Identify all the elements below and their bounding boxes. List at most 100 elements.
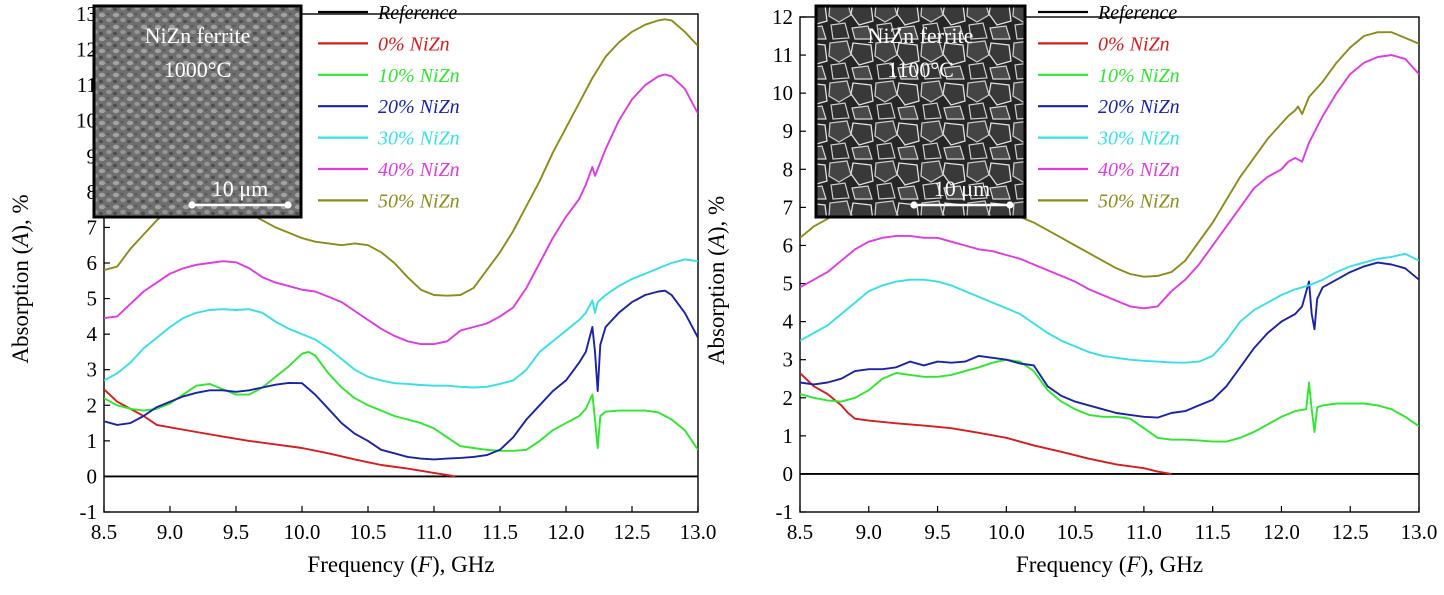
x-tick-label: 9.5 [223, 520, 249, 544]
y-tick-label: -1 [776, 500, 794, 524]
inset-title-line2: 1100°C [887, 57, 954, 82]
x-axis-title-part: Frequency ( [307, 552, 418, 577]
series-line-40-nizn [104, 73, 698, 346]
y-axis-title-part: Absorption ( [704, 248, 729, 365]
plot-frame [799, 16, 1420, 513]
y-tick-label: 0 [87, 464, 98, 488]
series-line-0-nizn [104, 388, 456, 478]
legend-entry-label: 30% NiZn [1097, 128, 1180, 150]
legend-entry-label: 50% NiZn [1098, 190, 1180, 212]
y-axis-title-part: ), % [704, 196, 729, 234]
x-tick-label: 10.0 [988, 520, 1025, 544]
legend-entry-label: 10% NiZn [1098, 65, 1180, 87]
sem-inset: NiZn ferrite 1000°C 10 μm [92, 4, 303, 219]
x-axis-title-part: F [417, 552, 433, 577]
scale-bar-label: 10 μm [212, 176, 268, 201]
series-line-10-nizn [800, 358, 1419, 443]
sem-image [814, 4, 1027, 219]
series-line-30-nizn [800, 252, 1419, 364]
legend-entry-label: 40% NiZn [1098, 159, 1180, 181]
x-tick-label: 9.0 [856, 520, 882, 544]
x-tick-label: 8.5 [91, 520, 117, 544]
scale-bar-label: 10 μm [934, 176, 990, 201]
y-axis-title-part: A [704, 233, 729, 250]
x-tick-label: 13.0 [1401, 520, 1438, 544]
x-tick-label: 8.5 [787, 520, 813, 544]
x-tick-label: 12.0 [548, 520, 585, 544]
y-tick-label: 1 [87, 429, 98, 453]
y-tick-label: 0 [783, 462, 794, 486]
legend-entry-label: 30% NiZn [377, 128, 460, 150]
legend: Reference 0% NiZn 10% NiZn 20% NiZn 30% NiZn… [1038, 2, 1180, 212]
y-tick-label: 5 [87, 287, 98, 311]
sem-inset: NiZn ferrite 1100°C 10 μm [814, 4, 1027, 219]
chart-panel-1: 8.5 9.0 9.5 10.0 10.5 11.0 11.5 12.0 12.5 13.0 -1 0… [8, 2, 716, 577]
x-tick-label: 11.5 [482, 520, 518, 544]
legend-entry-label: 0% NiZn [378, 33, 450, 55]
y-axis-title: Absorption (A), % [704, 196, 729, 365]
y-tick-label: 11 [77, 73, 97, 97]
scale-bar-end [1006, 201, 1014, 209]
inset-title-line2: 1000°C [164, 57, 231, 82]
y-tick-label: 6 [87, 251, 98, 275]
y-tick-label: 4 [87, 322, 98, 346]
scale-bar-end [188, 201, 196, 209]
x-tick-label: 10.5 [350, 520, 387, 544]
series-line-0-nizn [800, 372, 1172, 475]
y-tick-label: 2 [783, 386, 794, 410]
y-tick-label: 7 [783, 195, 794, 219]
y-tick-label: 13 [76, 2, 97, 26]
y-tick-label: 10 [772, 81, 793, 105]
y-tick-label: 7 [87, 215, 98, 239]
y-tick-label: 8 [783, 157, 794, 181]
sem-image [92, 4, 303, 219]
x-tick-label: 13.0 [680, 520, 717, 544]
y-tick-label: 10 [76, 109, 97, 133]
x-tick-label: 9.0 [157, 520, 183, 544]
x-tick-label: 11.0 [416, 520, 452, 544]
y-tick-label: 5 [783, 272, 794, 296]
legend-entry-label: 20% NiZn [1098, 96, 1180, 118]
y-tick-label: 3 [87, 358, 98, 382]
series-line-20-nizn [104, 289, 698, 461]
x-axis-title-part: ), GHz [1140, 552, 1203, 577]
legend-entry-label: 40% NiZn [378, 159, 460, 181]
x-tick-label: 9.5 [924, 520, 950, 544]
y-tick-label: 8 [87, 180, 98, 204]
x-tick-label: 12.0 [1263, 520, 1300, 544]
x-axis-title-part: ), GHz [432, 552, 495, 577]
y-tick-label: 9 [87, 144, 98, 168]
series-line-30-nizn [104, 258, 698, 389]
x-axis-title: Frequency (F), GHz [1016, 552, 1203, 577]
x-tick-label: 12.5 [614, 520, 651, 544]
y-tick-label: 2 [87, 393, 98, 417]
x-axis-title: Frequency (F), GHz [307, 552, 494, 577]
y-tick-label: 4 [783, 310, 794, 334]
y-tick-label: 12 [76, 38, 97, 62]
y-tick-label: 11 [773, 43, 793, 67]
x-tick-label: 12.5 [1332, 520, 1369, 544]
y-axis-title-part: Absorption ( [8, 247, 33, 364]
x-axis-title-part: Frequency ( [1016, 552, 1127, 577]
legend-entry-label: 10% NiZn [378, 65, 460, 87]
legend-entry-label: Reference [377, 2, 457, 24]
series-line-40-nizn [800, 54, 1419, 310]
series-line-10-nizn [104, 350, 698, 452]
y-axis-title: Absorption (A), % [8, 194, 33, 363]
scale-bar-end [284, 201, 292, 209]
x-axis-title-part: F [1125, 552, 1141, 577]
series-line-20-nizn [800, 261, 1419, 419]
y-tick-label: 6 [783, 233, 794, 257]
y-axis-title-part: ), % [8, 194, 33, 232]
inset-title-line1: NiZn ferrite [868, 23, 974, 48]
y-tick-label: -1 [80, 500, 98, 524]
y-tick-label: 12 [772, 5, 793, 29]
x-tick-label: 11.0 [1126, 520, 1162, 544]
inset-title-line1: NiZn ferrite [145, 23, 251, 48]
scale-bar-end [910, 201, 918, 209]
x-tick-label: 10.5 [1057, 520, 1094, 544]
legend-entry-label: 0% NiZn [1098, 33, 1170, 55]
legend-entry-label: Reference [1097, 2, 1177, 24]
y-axis-title-part: A [8, 232, 33, 249]
